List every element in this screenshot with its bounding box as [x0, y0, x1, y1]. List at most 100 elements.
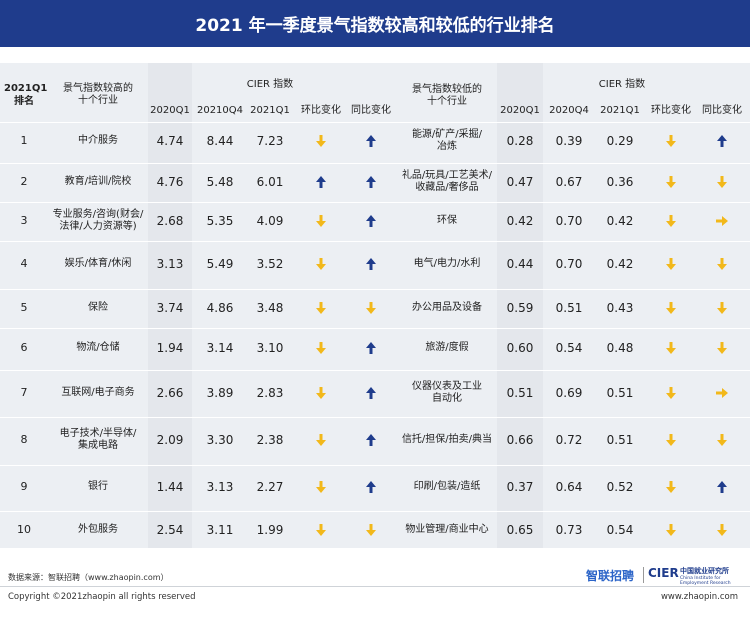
low-yoy-change	[698, 465, 746, 509]
arrow-down-icon	[666, 523, 676, 536]
low-2020q1-value: 0.65	[506, 522, 534, 537]
low-2021q1-value: 0.36	[606, 174, 634, 189]
arrow-down-icon	[666, 175, 676, 188]
arrow-down-icon	[666, 301, 676, 314]
high-2021q1-value: 7.23	[256, 133, 284, 148]
high-yoy-change	[348, 202, 394, 239]
header-left-2021q1: 2021Q1	[250, 105, 290, 116]
arrow-down-icon	[316, 386, 326, 399]
high-2020q4-value: 3.30	[206, 433, 234, 447]
high-2020q4-value: 3.13	[206, 480, 234, 494]
low-2020q1-value: 0.59	[506, 300, 534, 315]
high-industry-name: 保险	[50, 289, 146, 326]
arrow-up-icon	[366, 258, 376, 270]
low-2020q1-value: 0.28	[506, 133, 534, 148]
high-2020q1-value: 2.66	[156, 385, 184, 400]
high-yoy-change	[348, 122, 394, 159]
high-qoq-change	[298, 328, 344, 368]
high-2020q1-value: 1.44	[156, 480, 184, 494]
header-right-yoy: 同比变化	[702, 105, 742, 116]
low-2021q1-value: 0.43	[606, 300, 634, 315]
row-divider	[0, 241, 750, 242]
high-industry-name: 中介服务	[50, 122, 146, 159]
high-qoq-change	[298, 163, 344, 200]
copyright: Copyright ©2021zhaopin all rights reserv…	[8, 592, 196, 602]
high-industry-name-line2: 集成电路	[78, 440, 118, 451]
arrow-up-icon	[366, 342, 376, 354]
low-2021q1-value: 0.51	[606, 433, 634, 447]
high-2020q1-value: 2.68	[156, 213, 184, 228]
arrow-down-icon	[316, 523, 326, 536]
low-qoq-change	[648, 202, 694, 239]
arrow-up-icon	[717, 134, 727, 147]
high-yoy-change	[348, 289, 394, 326]
low-2020q4-value: 0.69	[555, 385, 583, 400]
highlight-column-2020q1-left	[148, 63, 192, 548]
header-rank-bottom: 排名	[14, 96, 34, 107]
cier-logo: CIER	[648, 566, 679, 580]
low-yoy-change	[698, 163, 746, 200]
cier-logo-english: China Institute for Employment Research	[680, 576, 731, 586]
header-left-yoy: 同比变化	[351, 105, 391, 116]
header-high-industries-line1: 景气指数较高的	[63, 83, 133, 94]
low-industry-name: 印刷/包装/造纸	[398, 465, 496, 509]
header-right-2021q1: 2021Q1	[600, 105, 640, 116]
high-2020q4-value: 3.14	[206, 341, 234, 355]
high-industry-name-line1: 银行	[88, 481, 108, 492]
header-cier-index-left: CIER 指数	[246, 79, 294, 90]
low-industry-name: 电气/电力/水利	[398, 241, 496, 287]
table-row: 7 互联网/电子商务 2.66 3.89 2.83 仪器仪表及工业 自动化 0.51 0.69 0…	[0, 370, 750, 415]
high-2020q1-value: 1.94	[156, 341, 184, 355]
cier-logo-chinese: 中国就业研究所	[680, 567, 729, 575]
low-2020q4-value: 0.51	[555, 300, 583, 315]
high-2020q4-value: 5.49	[206, 257, 234, 271]
row-divider	[0, 417, 750, 418]
high-qoq-change	[298, 370, 344, 415]
high-qoq-change	[298, 465, 344, 509]
low-2020q4-value: 0.73	[555, 522, 583, 537]
low-industry-name: 办公用品及设备	[398, 289, 496, 326]
low-qoq-change	[648, 328, 694, 368]
low-2021q1-value: 0.52	[606, 480, 634, 494]
low-industry-name-line1: 物业管理/商业中心	[405, 523, 489, 535]
header-cier-index-right: CIER 指数	[598, 79, 646, 90]
rank-cell: 7	[20, 385, 28, 399]
high-qoq-change	[298, 202, 344, 239]
high-2020q4-value: 5.35	[206, 213, 234, 228]
rank-cell: 9	[20, 480, 28, 493]
data-source: 数据来源：智联招聘（www.zhaopin.com）	[8, 573, 169, 582]
rank-cell: 4	[20, 257, 28, 270]
arrow-down-icon	[316, 258, 326, 270]
high-2020q4-value: 4.86	[206, 300, 234, 315]
low-2020q4-value: 0.70	[555, 257, 583, 271]
rank-cell: 1	[20, 133, 28, 147]
arrow-up-icon	[366, 434, 376, 446]
arrow-down-icon	[316, 434, 326, 446]
high-2021q1-value: 3.48	[256, 300, 284, 315]
header-right-2020q1: 2020Q1	[500, 105, 540, 116]
arrow-down-icon	[666, 134, 676, 147]
high-2020q1-value: 4.74	[156, 133, 184, 148]
arrow-up-icon	[366, 175, 376, 188]
high-yoy-change	[348, 417, 394, 463]
high-industry-name-line1: 中介服务	[78, 134, 118, 146]
arrow-down-icon	[316, 214, 326, 227]
logo-divider	[643, 567, 644, 583]
arrow-down-icon	[717, 342, 727, 354]
low-2021q1-value: 0.42	[606, 213, 634, 228]
low-industry-name-line1: 环保	[437, 214, 457, 226]
header-low-industries-line2: 十个行业	[427, 96, 467, 107]
row-divider	[0, 163, 750, 164]
high-2020q1-value: 2.09	[156, 433, 184, 447]
high-2020q1-value: 3.13	[156, 257, 184, 271]
arrow-down-icon	[366, 523, 376, 536]
low-industry-name-line2: 收藏品/奢侈品	[415, 181, 479, 193]
header-left-2020q1: 2020Q1	[150, 105, 190, 116]
low-yoy-change	[698, 289, 746, 326]
low-industry-name-line1: 印刷/包装/造纸	[413, 481, 481, 492]
high-industry-name: 外包服务	[50, 511, 146, 548]
low-2020q1-value: 0.42	[506, 213, 534, 228]
arrow-down-icon	[717, 434, 727, 446]
low-2020q1-value: 0.44	[506, 257, 534, 271]
low-industry-name: 礼品/玩具/工艺美术/收藏品/奢侈品	[398, 163, 496, 200]
